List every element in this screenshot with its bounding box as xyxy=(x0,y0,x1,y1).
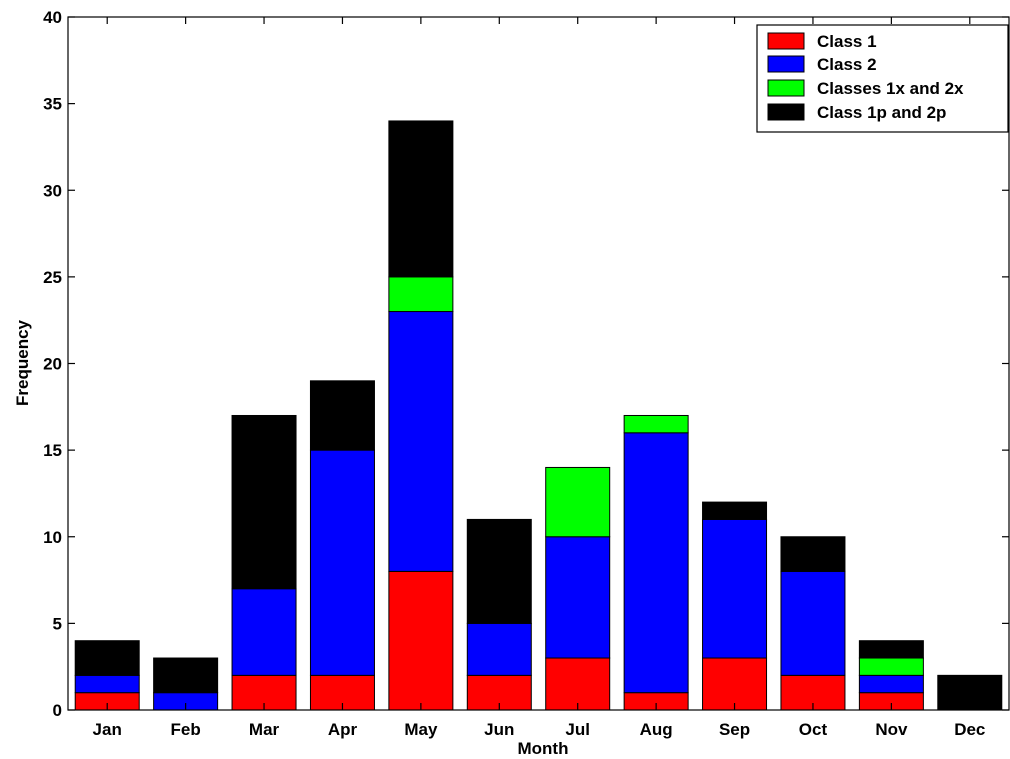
legend-swatch-classes-1x-2x xyxy=(767,79,805,97)
legend: Class 1 Class 2 Classes 1x and 2x Class … xyxy=(756,24,1009,133)
bar-may-class-1 xyxy=(388,570,454,711)
y-axis-title: Frequency xyxy=(13,319,32,406)
bar-sep-class-1 xyxy=(702,657,768,711)
bar-sep-class-2 xyxy=(702,518,768,659)
bar-jan-class-1p-and-2p xyxy=(74,640,140,676)
bar-jun-class-1p-and-2p xyxy=(466,518,532,624)
legend-swatch-class-2 xyxy=(767,55,805,73)
legend-swatch-class-1 xyxy=(767,32,805,50)
bar-may-class-2 xyxy=(388,311,454,572)
y-tick-labels: 0 5 10 15 20 25 30 35 40 xyxy=(43,8,62,720)
y-tick-label-35: 35 xyxy=(43,95,62,114)
y-tick-label-20: 20 xyxy=(43,355,62,374)
x-tick-label-mar: Mar xyxy=(249,720,280,739)
bar-jul-classes-1x-and-2x xyxy=(545,466,611,538)
bar-may-classes-1x-and-2x xyxy=(388,276,454,313)
x-tick-label-jan: Jan xyxy=(93,720,122,739)
bar-aug-class-2 xyxy=(623,432,689,694)
x-tick-label-oct: Oct xyxy=(799,720,828,739)
x-tick-label-may: May xyxy=(404,720,438,739)
x-tick-label-feb: Feb xyxy=(171,720,201,739)
bar-jul-class-2 xyxy=(545,536,611,659)
x-tick-label-sep: Sep xyxy=(719,720,750,739)
y-tick-label-40: 40 xyxy=(43,8,62,27)
x-tick-label-aug: Aug xyxy=(640,720,673,739)
bar-apr-class-2 xyxy=(309,449,375,676)
legend-label-class-1: Class 1 xyxy=(817,32,877,51)
y-tick-label-30: 30 xyxy=(43,181,62,200)
y-tick-label-5: 5 xyxy=(53,614,62,633)
bar-sep-class-1p-and-2p xyxy=(702,501,768,520)
bar-jan-class-2 xyxy=(74,674,140,694)
bars-group xyxy=(74,120,1003,711)
x-tick-label-dec: Dec xyxy=(954,720,985,739)
bar-oct-class-2 xyxy=(780,570,846,676)
x-tick-label-apr: Apr xyxy=(328,720,358,739)
bar-mar-class-1p-and-2p xyxy=(231,414,297,590)
bar-jun-class-2 xyxy=(466,622,532,676)
bar-nov-class-2 xyxy=(858,674,924,694)
bar-mar-class-2 xyxy=(231,588,297,676)
bar-nov-class-1p-and-2p xyxy=(858,640,924,659)
x-tick-label-nov: Nov xyxy=(875,720,908,739)
legend-swatch-class-1p-2p xyxy=(767,103,805,121)
bar-apr-class-1p-and-2p xyxy=(309,380,375,451)
y-tick-label-25: 25 xyxy=(43,268,62,287)
legend-label-class-1p-2p: Class 1p and 2p xyxy=(817,103,946,122)
x-axis-title: Month xyxy=(518,739,569,758)
bar-aug-classes-1x-and-2x xyxy=(623,414,689,434)
bar-jul-class-1 xyxy=(545,657,611,711)
bar-oct-class-1p-and-2p xyxy=(780,536,846,572)
y-tick-label-0: 0 xyxy=(53,701,62,720)
y-tick-label-15: 15 xyxy=(43,441,62,460)
legend-label-class-2: Class 2 xyxy=(817,55,877,74)
x-tick-labels: Jan Feb Mar Apr May Jun Jul Aug Sep Oct Nov Dec xyxy=(93,720,986,739)
x-tick-label-jun: Jun xyxy=(484,720,514,739)
x-tick-label-jul: Jul xyxy=(565,720,590,739)
y-tick-label-10: 10 xyxy=(43,528,62,547)
legend-label-classes-1x-2x: Classes 1x and 2x xyxy=(817,79,964,98)
bar-feb-class-1p-and-2p xyxy=(153,657,219,694)
bar-may-class-1p-and-2p xyxy=(388,120,454,278)
bar-nov-classes-1x-and-2x xyxy=(858,657,924,676)
